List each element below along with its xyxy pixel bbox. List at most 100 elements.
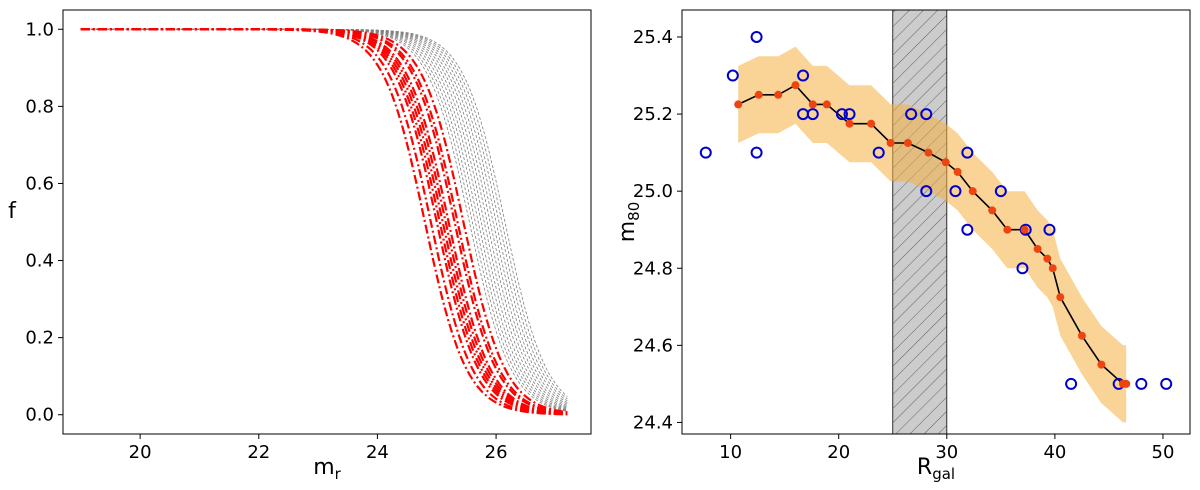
x-tick-label: 40 (1043, 442, 1066, 463)
fraction-axes-frame (62, 9, 592, 435)
field-marker (806, 108, 819, 121)
m80-point (754, 90, 763, 99)
field-marker (750, 30, 763, 43)
field-marker (835, 108, 848, 121)
m80-point (1020, 225, 1029, 234)
m80-point (903, 138, 912, 147)
x-tick-label: 20 (827, 442, 850, 463)
x-tick-label: 26 (485, 442, 508, 463)
m80-point (886, 138, 895, 147)
fraction-ticks: 20 22 24 26 0.0 0.2 0.4 0.6 0.8 1.0 (25, 19, 507, 463)
red-completeness-curve (80, 28, 568, 415)
red-completeness-curve (80, 28, 568, 415)
m80-point (1056, 293, 1065, 302)
red-completeness-curve (80, 28, 568, 414)
field-marker (905, 108, 918, 121)
y-tick-label: 0.2 (25, 328, 54, 349)
m80-point (845, 119, 854, 128)
field-marker (1135, 377, 1148, 390)
m80-y-axis-label: m80 (615, 202, 643, 243)
x-tick-label: 50 (1152, 442, 1175, 463)
red-completeness-curve (80, 28, 568, 415)
m80-point (1077, 331, 1086, 340)
fraction-plot-area (80, 28, 568, 416)
y-tick-label: 0.6 (25, 173, 54, 194)
y-tick-label: 25.2 (633, 104, 673, 125)
y-tick-label: 0.4 (25, 251, 54, 272)
field-marker (961, 223, 974, 236)
m80-point (867, 119, 876, 128)
field-marker (1065, 377, 1078, 390)
y-tick-label: 25.0 (633, 181, 673, 202)
x-tick-label: 20 (129, 442, 152, 463)
gray-completeness-curve (80, 28, 568, 410)
m80-point (1043, 254, 1052, 263)
y-tick-label: 25.4 (633, 27, 673, 48)
m80-point (953, 167, 962, 176)
field-marker (750, 146, 763, 159)
m80-point (1122, 379, 1131, 388)
y-tick-label: 24.6 (633, 335, 673, 356)
y-tick-label: 0.0 (25, 405, 54, 426)
gray-completeness-curve (80, 28, 568, 403)
gray-completeness-curve (80, 28, 568, 410)
red-completeness-curve (80, 28, 568, 415)
m80-point (924, 148, 933, 157)
shaded-region-hatch (892, 10, 947, 434)
m80-point (1003, 225, 1012, 234)
field-marker (920, 108, 933, 121)
gray-completeness-curve (80, 28, 568, 412)
field-marker (1016, 262, 1029, 275)
x-tick-label: 30 (935, 442, 958, 463)
gray-completeness-curve (80, 28, 568, 405)
m80-point (734, 100, 743, 109)
field-marker (949, 185, 962, 198)
m80-point (808, 100, 817, 109)
m80-point (774, 90, 783, 99)
fraction-x-axis-label: mr (313, 455, 341, 483)
y-tick-label: 24.4 (633, 412, 673, 433)
field-marker (1160, 377, 1173, 390)
red-completeness-curve (80, 28, 568, 416)
m80-point (1048, 264, 1057, 273)
field-marker (843, 108, 856, 121)
gray-completeness-curve (80, 28, 568, 411)
m80-point (791, 81, 800, 90)
x-tick-label: 24 (366, 442, 389, 463)
m80-point (822, 100, 831, 109)
m80-plot-area (699, 10, 1173, 434)
field-marker (726, 69, 739, 82)
m80-point (988, 206, 997, 215)
field-marker (920, 185, 933, 198)
field-marker (994, 185, 1007, 198)
y-tick-label: 1.0 (25, 19, 54, 40)
m80-ticks: 10 20 30 40 50 24.4 24.6 24.8 25.0 25.2 25.4 (633, 27, 1175, 463)
fraction-y-axis-label: f (8, 199, 17, 224)
y-tick-label: 24.8 (633, 258, 673, 279)
y-tick-label: 0.8 (25, 96, 54, 117)
field-marker (1043, 223, 1056, 236)
gray-completeness-curve (80, 28, 568, 406)
field-marker (797, 69, 810, 82)
x-tick-label: 10 (719, 442, 742, 463)
m80-point (1097, 360, 1106, 369)
gray-completeness-curve (80, 28, 568, 412)
m80-point (941, 158, 950, 167)
red-completeness-curve (80, 28, 568, 414)
m80-point (1033, 244, 1042, 253)
fraction-chart: 20 22 24 26 0.0 0.2 0.4 0.6 0.8 1.0 mr f (8, 9, 592, 483)
x-tick-label: 22 (247, 442, 270, 463)
red-completeness-curve (80, 28, 568, 416)
field-marker (961, 146, 974, 159)
field-marker (872, 146, 885, 159)
uncertainty-band (738, 46, 1127, 423)
red-completeness-curve (80, 28, 568, 416)
red-completeness-curve (80, 28, 568, 415)
m80-axes-frame (681, 9, 1191, 435)
m80-point (968, 187, 977, 196)
gray-completeness-curve (80, 28, 568, 408)
gray-completeness-curve (80, 28, 568, 409)
m80-x-axis-label: Rgal (917, 455, 955, 483)
